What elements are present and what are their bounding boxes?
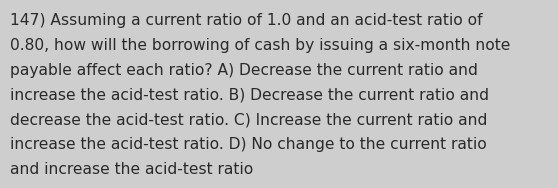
Text: and increase the acid-test ratio: and increase the acid-test ratio — [10, 162, 253, 177]
Text: increase the acid-test ratio. D) No change to the current ratio: increase the acid-test ratio. D) No chan… — [10, 137, 487, 152]
Text: 147) Assuming a current ratio of 1.0 and an acid-test ratio of: 147) Assuming a current ratio of 1.0 and… — [10, 13, 483, 28]
Text: payable affect each ratio? A) Decrease the current ratio and: payable affect each ratio? A) Decrease t… — [10, 63, 478, 78]
Text: decrease the acid-test ratio. C) Increase the current ratio and: decrease the acid-test ratio. C) Increas… — [10, 112, 488, 127]
Text: 0.80, how will the borrowing of cash by issuing a six-month note: 0.80, how will the borrowing of cash by … — [10, 38, 511, 53]
Text: increase the acid-test ratio. B) Decrease the current ratio and: increase the acid-test ratio. B) Decreas… — [10, 88, 489, 103]
